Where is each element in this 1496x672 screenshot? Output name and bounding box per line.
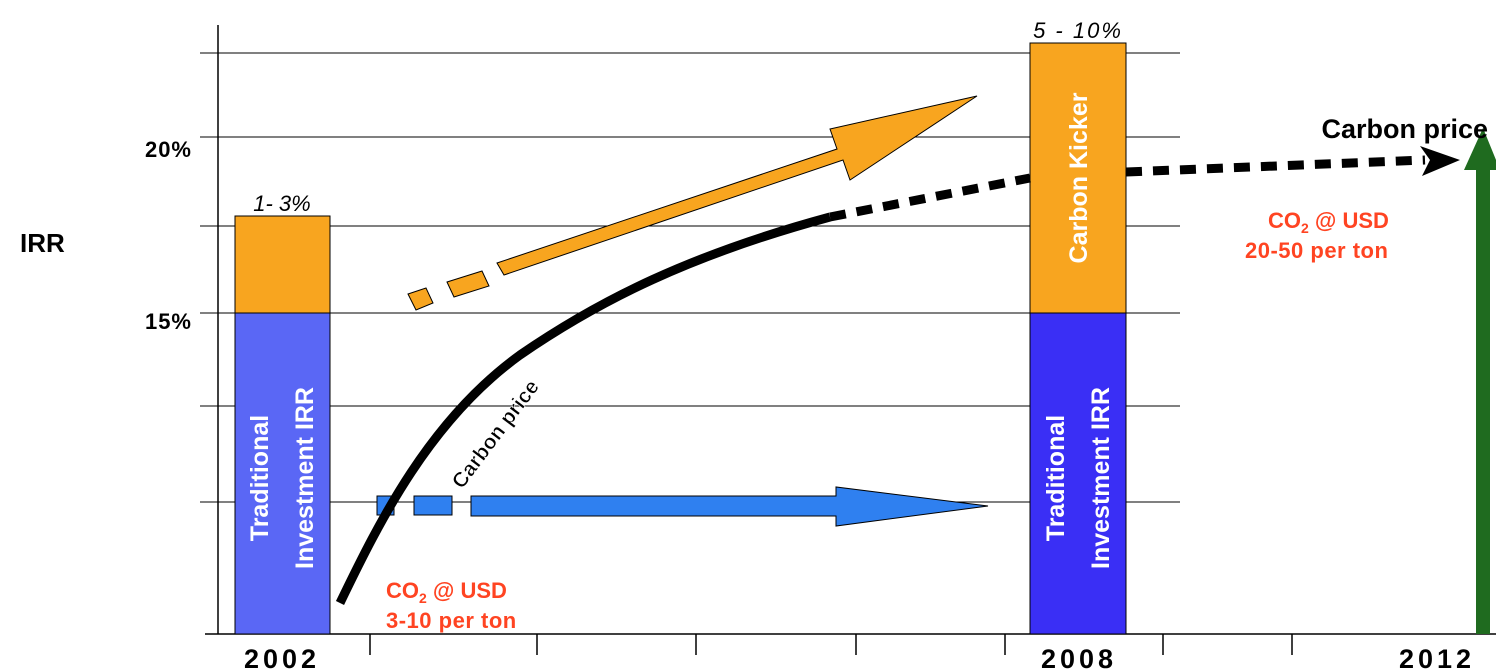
y-tick-label: 15% [145, 309, 192, 334]
bar-traditional-2002 [234, 312, 331, 635]
green-arrow [1464, 128, 1496, 634]
orange-arrow [407, 95, 978, 311]
carbon-price-arrowhead [1420, 146, 1460, 176]
bar-carbon-kicker-2002 [234, 215, 331, 314]
orange-arrow-dash [407, 287, 434, 311]
co2-low-line1: CO2 @ USD [386, 578, 507, 606]
bar-label-traditional: Traditional [246, 415, 274, 541]
x-category-label: 2008 [1041, 644, 1117, 672]
bar-label-carbon-kicker: Carbon Kicker [1065, 92, 1093, 263]
x-category-label: 2012 [1399, 644, 1475, 672]
bar-carbon-kicker-2008 [1029, 42, 1127, 314]
green-arrow-shaft [1476, 168, 1490, 634]
x-category-label: 2002 [244, 644, 320, 672]
co2-low-sub: 2 [419, 590, 427, 606]
co2-high-sub: 2 [1301, 220, 1309, 236]
bar-label-traditional: Traditional [1042, 415, 1070, 541]
orange-arrow-dash [446, 270, 490, 298]
co2-high-line1: CO2 @ USD [1268, 208, 1389, 236]
co2-high-rest: @ USD [1309, 208, 1389, 233]
blue-arrow-dash [413, 495, 453, 516]
co2-high-co: CO [1268, 208, 1301, 233]
co2-low-rest: @ USD [427, 578, 507, 603]
carbon-price-end-label: Carbon price [1321, 114, 1488, 144]
carbon-price-curve-label: Carbon price [448, 376, 544, 493]
bar-label-investment-irr: Investment IRR [1087, 387, 1115, 569]
carbon-price-dotted-line [1125, 155, 1426, 177]
carbon-price-dotted-curve [829, 173, 1031, 222]
co2-low-annotation: CO2 @ USD 3-10 per ton [386, 578, 517, 633]
co2-low-line2: 3-10 per ton [386, 608, 517, 633]
carbon-price-curve [335, 212, 832, 605]
co2-low-co: CO [386, 578, 419, 603]
co2-high-annotation: CO2 @ USD 20-50 per ton [1245, 208, 1389, 263]
y-axis-label: IRR [20, 228, 65, 258]
bar-top-label: 5 - 10% [1033, 18, 1123, 43]
bar-traditional-2008 [1029, 312, 1127, 635]
green-arrow-head [1464, 128, 1496, 170]
bar-top-label: 1- 3% [253, 191, 310, 216]
blue-arrow-body [470, 486, 989, 527]
blue-arrow [376, 486, 989, 527]
co2-high-line2: 20-50 per ton [1245, 238, 1388, 263]
y-tick-label: 20% [145, 137, 192, 162]
orange-arrow-body [496, 95, 978, 276]
bar-label-investment-irr: Investment IRR [291, 387, 319, 569]
x-ticks [369, 634, 1293, 655]
